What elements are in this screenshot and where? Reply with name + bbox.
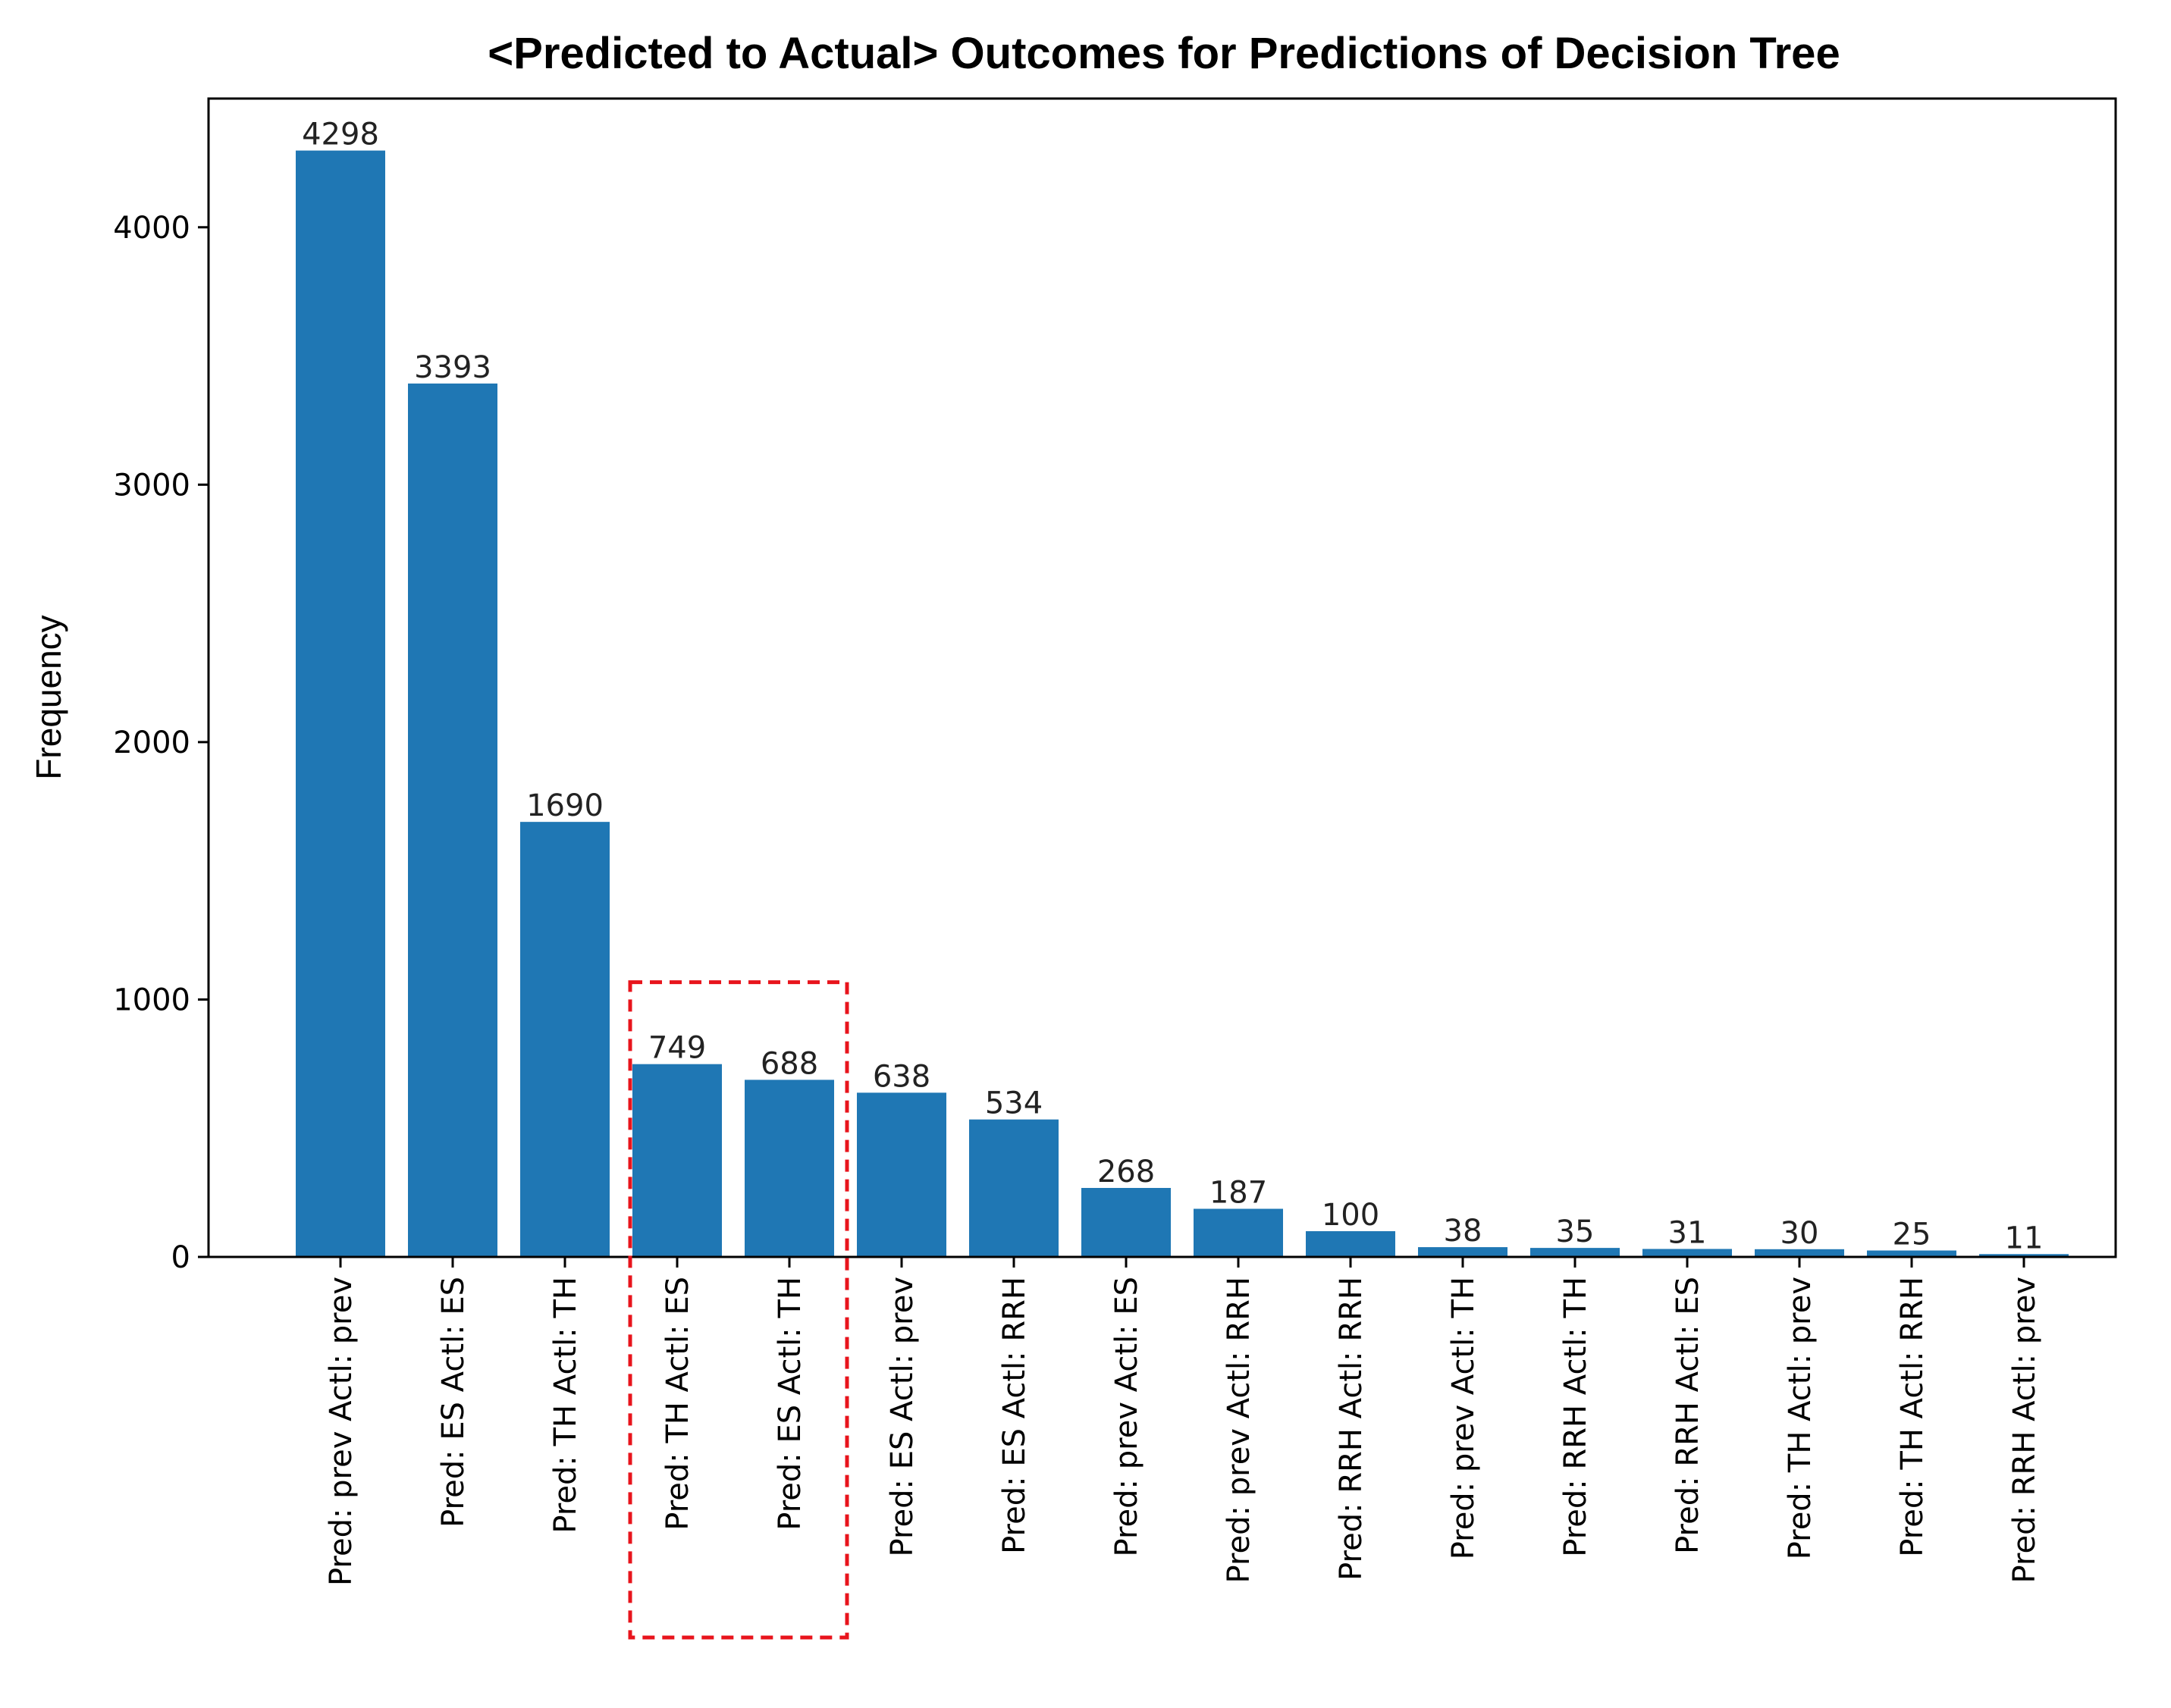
x-tick-label: Pred: ES Actl: TH [773, 1277, 808, 1531]
bar-value-label: 11 [2005, 1221, 2044, 1255]
bar-value-label: 38 [1444, 1214, 1482, 1249]
y-tick-label: 0 [171, 1240, 190, 1275]
bar-labels-group: 4298 3393 1690 749 688 638 534 268 187 100 38 35 31 3… [302, 118, 2043, 1256]
x-tick-label: Pred: ES Actl: RRH [997, 1277, 1032, 1554]
bar-value-label: 187 [1209, 1176, 1267, 1211]
x-tick-label: Pred: TH Actl: prev [1783, 1277, 1818, 1559]
bar-value-label: 1690 [526, 788, 604, 823]
bar [1755, 1249, 1844, 1257]
x-axis: Pred: prev Actl: prev Pred: ES Actl: ES Pr… [324, 1257, 2042, 1586]
bar [1081, 1187, 1171, 1257]
bar [1194, 1208, 1283, 1257]
bar-value-label: 688 [761, 1046, 818, 1081]
bar [1418, 1247, 1507, 1257]
y-tick-label: 1000 [113, 982, 190, 1017]
bar [520, 822, 610, 1257]
y-tick-label: 2000 [113, 726, 190, 760]
y-tick-label: 3000 [113, 468, 190, 503]
bar [1867, 1250, 1956, 1257]
x-tick-label: Pred: prev Actl: prev [324, 1277, 359, 1586]
x-tick-label: Pred: TH Actl: ES [660, 1277, 695, 1531]
bar [1530, 1248, 1620, 1257]
x-tick-label: Pred: RRH Actl: prev [2007, 1277, 2042, 1583]
bar [632, 1064, 722, 1257]
x-tick-label: Pred: prev Actl: TH [1446, 1277, 1481, 1559]
y-tick-label: 4000 [113, 211, 190, 246]
bar-value-label: 35 [1556, 1214, 1595, 1249]
bar [1642, 1249, 1732, 1257]
x-tick-label: Pred: RRH Actl: TH [1558, 1277, 1593, 1557]
plot-frame [207, 97, 2117, 1258]
bar-value-label: 100 [1322, 1198, 1379, 1233]
chart-title: <Predicted to Actual> Outcomes for Predi… [488, 29, 1840, 78]
bar-value-label: 25 [1893, 1218, 1931, 1252]
bar-value-label: 268 [1097, 1155, 1155, 1189]
bar-value-label: 3393 [414, 350, 491, 385]
x-tick-label: Pred: ES Actl: prev [885, 1277, 920, 1556]
bar-value-label: 749 [648, 1031, 706, 1066]
x-tick-label: Pred: prev Actl: RRH [1222, 1277, 1256, 1583]
x-tick-label: Pred: TH Actl: RRH [1895, 1277, 1930, 1557]
bar-value-label: 638 [873, 1059, 930, 1094]
bar-value-label: 534 [985, 1086, 1043, 1121]
bar-value-label: 31 [1668, 1215, 1707, 1250]
bar [745, 1080, 834, 1257]
y-axis: 0 1000 2000 3000 4000 [113, 211, 209, 1275]
bar [296, 150, 385, 1258]
x-tick-label: Pred: TH Actl: TH [548, 1277, 583, 1534]
bar [1979, 1254, 2069, 1257]
highlight-box [628, 980, 849, 1640]
y-axis-label: Frequency [29, 615, 68, 779]
bar [408, 383, 497, 1258]
bar [857, 1092, 946, 1257]
bar [969, 1119, 1059, 1257]
bars-group [296, 150, 2069, 1258]
x-tick-label: Pred: RRH Actl: RRH [1334, 1277, 1369, 1581]
x-tick-label: Pred: prev Actl: ES [1109, 1277, 1144, 1556]
bar-value-label: 4298 [302, 118, 379, 152]
x-tick-label: Pred: ES Actl: ES [436, 1277, 471, 1528]
bar-value-label: 30 [1780, 1216, 1819, 1251]
bar [1306, 1231, 1395, 1257]
x-tick-label: Pred: RRH Actl: ES [1671, 1277, 1705, 1554]
